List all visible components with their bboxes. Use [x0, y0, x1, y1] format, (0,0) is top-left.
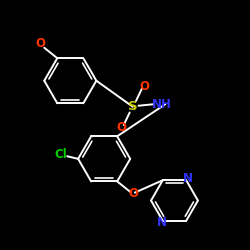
Text: S: S — [128, 100, 138, 113]
Text: N: N — [182, 172, 192, 185]
Text: NH: NH — [152, 98, 172, 111]
Text: N: N — [156, 216, 166, 230]
Text: O: O — [128, 187, 138, 200]
Text: O: O — [116, 120, 126, 134]
Text: O: O — [139, 80, 149, 93]
Text: Cl: Cl — [55, 148, 68, 162]
Text: O: O — [35, 37, 45, 50]
